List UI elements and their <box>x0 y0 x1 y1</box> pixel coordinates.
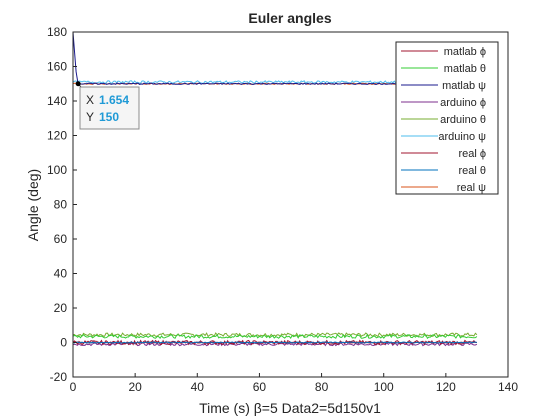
x-tick-label: 40 <box>191 380 205 394</box>
datatip-y-value: 150 <box>99 110 119 124</box>
x-axis-ticks: 0 20 40 60 80 100 120 140 <box>70 373 518 394</box>
x-axis-label: Time (s) β=5 Data2=5d150v1 <box>199 400 381 416</box>
datatip-box[interactable] <box>79 86 140 130</box>
x-tick-label: 60 <box>253 380 267 394</box>
y-tick-label: 0 <box>60 336 67 350</box>
legend-label: arduino ϕ <box>440 97 486 109</box>
y-tick-label: -20 <box>50 370 68 384</box>
series-line-3 <box>72 341 478 347</box>
datatip[interactable]: X 1.654 Y 150 <box>75 81 140 130</box>
y-tick-label: 160 <box>47 60 67 74</box>
y-tick-label: 20 <box>54 301 68 315</box>
y-tick-label: 140 <box>47 94 67 108</box>
x-tick-label: 80 <box>315 380 329 394</box>
y-tick-label: 40 <box>54 267 68 281</box>
legend-items: matlab ϕ matlab θ matlab ψ arduino ϕ arduino… <box>401 46 486 194</box>
datatip-marker[interactable] <box>75 81 81 87</box>
y-tick-label: 120 <box>47 129 67 143</box>
legend-box <box>395 41 499 195</box>
x-tick-label: 0 <box>70 380 77 394</box>
legend-label: matlab θ <box>444 63 486 75</box>
x-tick-label: 140 <box>498 380 518 394</box>
series-line-7 <box>73 341 478 344</box>
legend-label: arduino ψ <box>438 131 486 143</box>
legend-label: real θ <box>458 165 486 177</box>
x-tick-label: 100 <box>374 380 394 394</box>
datatip-y-label: Y <box>86 110 94 124</box>
y-tick-label: 80 <box>54 198 68 212</box>
legend-label: real ϕ <box>458 148 486 160</box>
legend[interactable]: matlab ϕ matlab θ matlab ψ arduino ϕ arduino… <box>395 41 499 195</box>
y-tick-label: 100 <box>47 163 67 177</box>
chart-title: Euler angles <box>248 10 331 26</box>
y-axis-label: Angle (deg) <box>25 169 41 241</box>
x-tick-label: 120 <box>436 380 456 394</box>
y-axis-ticks: -20 0 20 40 60 80 100 120 140 160 180 <box>47 25 77 384</box>
datatip-x-label: X <box>86 93 94 107</box>
legend-label: matlab ϕ <box>444 46 486 58</box>
x-tick-label: 20 <box>128 380 142 394</box>
y-tick-label: 60 <box>54 232 68 246</box>
legend-label: arduino θ <box>440 114 486 126</box>
legend-label: matlab ψ <box>442 80 486 92</box>
legend-label: real ψ <box>457 182 486 194</box>
y-tick-label: 180 <box>47 25 67 39</box>
series-line-1 <box>72 333 478 339</box>
datatip-x-value: 1.654 <box>99 93 129 107</box>
